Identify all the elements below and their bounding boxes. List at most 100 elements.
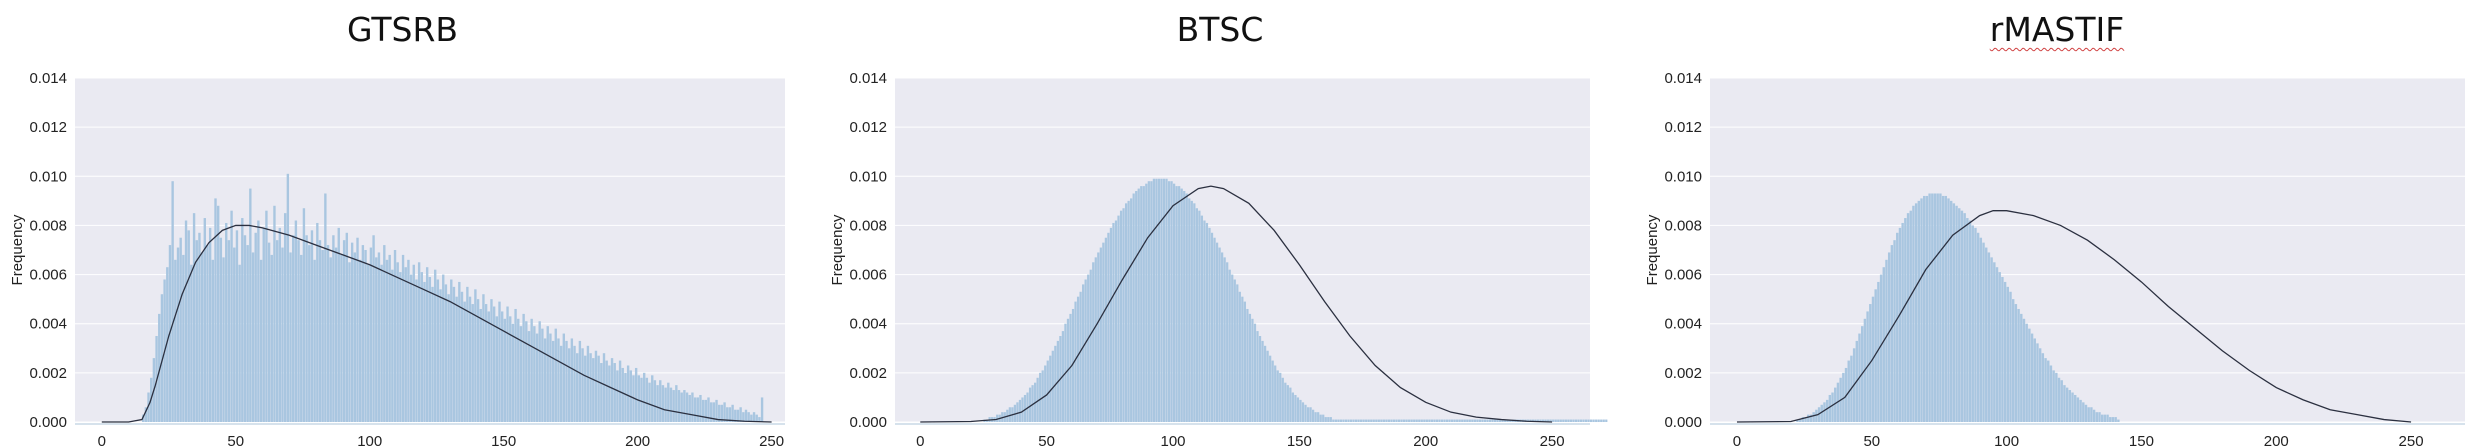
histogram-bar	[1210, 232, 1214, 422]
histogram-bar	[669, 387, 673, 422]
histogram-bar	[1370, 419, 1373, 422]
histogram-bar	[190, 264, 193, 422]
histogram-bar	[672, 390, 675, 422]
histogram-bar	[2044, 358, 2047, 422]
histogram-bar	[1807, 414, 1810, 422]
histogram-bar	[570, 338, 574, 422]
histogram-bar	[1574, 419, 1578, 422]
histogram-bar	[1420, 419, 1423, 422]
histogram-bar	[712, 402, 716, 422]
histogram-bar	[230, 210, 233, 422]
histogram-bar	[1809, 414, 1813, 422]
histogram-bar	[396, 262, 399, 422]
histogram-bar	[1433, 419, 1436, 422]
histogram-bar	[144, 407, 148, 422]
histogram-bar	[1261, 340, 1264, 422]
histogram-bar	[326, 245, 330, 422]
histogram-bar	[1190, 200, 1193, 422]
histogram-bar	[1294, 394, 1297, 422]
histogram-bar	[176, 247, 180, 422]
histogram-bar	[1279, 372, 1282, 422]
histogram-bar	[2036, 343, 2039, 422]
histogram-bar	[1928, 193, 1931, 422]
histogram-bar	[1569, 419, 1573, 422]
histogram-bar	[1405, 419, 1408, 422]
histogram-bar	[2114, 417, 2117, 422]
x-tick-label: 150	[491, 433, 516, 447]
histogram-bar	[1155, 178, 1158, 422]
histogram-bar	[1180, 188, 1183, 422]
histogram-bar	[375, 257, 378, 422]
histogram-bar	[1387, 419, 1391, 422]
histogram-bar	[1796, 419, 1799, 422]
histogram-bar	[1150, 181, 1153, 422]
histogram-bar	[549, 333, 552, 422]
histogram-bar	[728, 407, 732, 422]
histogram-bar	[731, 404, 734, 422]
histogram-bar	[1428, 419, 1431, 422]
histogram-bar	[289, 252, 292, 422]
histogram-bar	[1248, 313, 1252, 422]
histogram-bar	[1562, 419, 1565, 422]
histogram-bar	[2049, 365, 2053, 422]
histogram-bar	[1920, 198, 1923, 422]
histogram-bar	[353, 252, 357, 422]
histogram-bar	[597, 355, 600, 422]
histogram-bar	[2041, 353, 2045, 422]
histogram-bar	[1365, 419, 1368, 422]
histogram-bar	[1299, 399, 1302, 422]
histogram-bar	[1233, 279, 1236, 422]
histogram-bar	[235, 230, 239, 422]
histogram-bar	[1284, 382, 1287, 422]
y-tick-label: 0.008	[1664, 217, 1702, 234]
histogram-bar	[1165, 178, 1168, 422]
histogram-bar	[1448, 419, 1451, 422]
histogram-bar	[1577, 419, 1580, 422]
histogram-bar	[1185, 193, 1188, 422]
y-tick-label: 0.000	[29, 414, 67, 431]
histogram-bar	[2103, 414, 2107, 422]
histogram-bar	[535, 333, 539, 422]
histogram-bar	[1828, 394, 1832, 422]
histogram-bar	[1534, 419, 1537, 422]
histogram-bar	[1483, 419, 1487, 422]
histogram-bar	[1205, 222, 1209, 422]
histogram-bar	[302, 208, 306, 422]
histogram-bar	[458, 281, 461, 422]
histogram-bar	[1104, 237, 1107, 422]
histogram-bar	[1408, 419, 1411, 422]
histogram-bar	[1107, 232, 1110, 422]
histogram-bar	[1418, 419, 1421, 422]
histogram-bar	[1140, 186, 1143, 422]
y-axis-label: Frequency	[1644, 214, 1661, 285]
histogram-bar	[1987, 252, 1991, 422]
histogram-bar	[1218, 247, 1221, 422]
histogram-bar	[251, 252, 255, 422]
histogram-bar	[2025, 323, 2028, 422]
histogram-bar	[1008, 407, 1011, 422]
histogram-bar	[2033, 338, 2036, 422]
histogram-bar	[653, 380, 657, 422]
histogram-bar	[1582, 419, 1585, 422]
histogram-bar	[734, 409, 737, 422]
y-tick-label: 0.010	[29, 168, 67, 185]
histogram-bar	[1301, 402, 1305, 422]
histogram-bar	[1904, 218, 1907, 422]
histogram-bar	[495, 316, 499, 422]
histogram-bar	[300, 254, 303, 422]
histogram-bar	[1173, 183, 1176, 422]
histogram-bar	[1327, 417, 1330, 422]
histogram-bar	[1175, 186, 1178, 422]
histogram-bar	[659, 380, 662, 422]
chart-title: BTSC	[1176, 10, 1264, 49]
histogram-bar	[2052, 370, 2055, 422]
histogram-bar	[1939, 193, 1942, 422]
histogram-bar	[455, 296, 458, 422]
histogram-bar	[685, 392, 689, 422]
histogram-bar	[1071, 308, 1075, 422]
histogram-bar	[1203, 220, 1206, 422]
histogram-bar	[1993, 262, 1996, 422]
histogram-bar	[1213, 237, 1216, 422]
histogram-bar	[466, 286, 469, 422]
histogram-bar	[664, 387, 667, 422]
